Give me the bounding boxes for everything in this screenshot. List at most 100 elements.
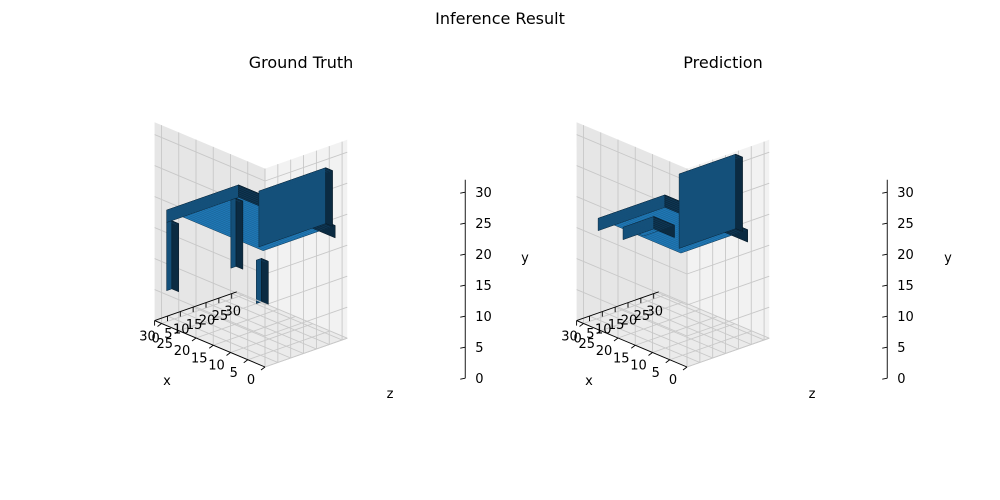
voxel-edge	[702, 165, 710, 169]
voxel-edge	[310, 172, 318, 177]
y-tick-label: 20	[897, 248, 914, 263]
voxel-edge	[287, 181, 295, 185]
x-tick-label: 5	[230, 366, 238, 381]
voxel-edge	[704, 164, 712, 169]
z-tick-label: 20	[199, 314, 216, 329]
voxel-edge	[263, 189, 272, 193]
x-tick-mark	[648, 352, 653, 356]
grid-line	[583, 294, 666, 324]
grid-line	[154, 289, 266, 337]
voxel-leg	[165, 220, 180, 293]
grid-line	[264, 151, 348, 182]
z-tick-label: 30	[646, 305, 663, 320]
y-tick-label: 15	[897, 279, 914, 294]
y-tick-label: 0	[475, 372, 483, 387]
z-tick-label: 25	[212, 309, 229, 324]
y-tick-label: 20	[475, 248, 492, 263]
voxel-edge	[269, 187, 277, 191]
voxel-edge	[299, 176, 307, 180]
voxel-edge	[643, 219, 665, 229]
voxel-edge	[261, 190, 269, 194]
floor-pane	[154, 291, 348, 367]
x-axis-label: x	[585, 374, 593, 389]
z-tick-label: 15	[186, 318, 203, 333]
voxel-edge	[292, 179, 300, 183]
x-tick-mark	[630, 344, 636, 349]
voxel-edge	[712, 162, 720, 166]
y-tick-mark	[882, 315, 888, 318]
axes-lines	[154, 179, 466, 379]
voxel-edge	[709, 163, 717, 167]
voxel-edge	[699, 166, 707, 170]
voxel-edge	[320, 169, 328, 173]
y-tick-label: 5	[475, 341, 483, 356]
x-tick-mark	[260, 366, 266, 371]
grid-line	[154, 134, 266, 182]
z-tick-label: 10	[595, 323, 612, 338]
x-tick-label: 30	[561, 330, 578, 345]
y-tick-label: 30	[475, 186, 492, 201]
voxel-edge	[284, 181, 292, 186]
voxel-edge	[315, 171, 323, 175]
voxel-edge	[648, 218, 670, 228]
y-tick-mark	[882, 253, 888, 256]
z-tick-label: 5	[164, 327, 172, 342]
voxel-edge	[686, 171, 694, 175]
y-tick-mark	[460, 253, 466, 256]
voxel-plot	[165, 167, 336, 306]
voxel-edge	[271, 186, 279, 190]
voxel-edge	[307, 173, 315, 178]
voxel-backrest	[258, 167, 334, 248]
voxel-edge	[635, 222, 657, 232]
z-axis-label: z	[387, 387, 394, 402]
voxel-edge	[169, 221, 177, 225]
grid-line	[600, 301, 684, 332]
voxel-edge	[725, 157, 733, 161]
grid-line	[218, 297, 330, 345]
x-tick-mark	[208, 344, 214, 349]
voxel-edge	[279, 183, 287, 187]
voxel-front-face	[166, 220, 173, 292]
floor-edge	[658, 291, 770, 339]
x-tick-label: 15	[613, 351, 630, 366]
voxel-side-face	[261, 258, 269, 306]
voxel-edge	[258, 259, 266, 263]
grid-line	[686, 244, 770, 275]
voxel-leg	[255, 258, 270, 306]
z-axis-line	[154, 291, 237, 322]
y-tick-mark	[460, 346, 466, 349]
x-axis-line	[154, 320, 266, 368]
grid-line	[192, 306, 304, 354]
voxel-edge	[691, 169, 699, 173]
voxel-edge	[628, 225, 649, 235]
voxel-edge	[281, 182, 289, 187]
z-tick-label: 30	[224, 305, 241, 320]
voxel-edge	[174, 207, 272, 249]
x-tick-mark	[665, 359, 671, 364]
voxel-edge	[305, 174, 313, 178]
voxel-front-face	[256, 258, 262, 304]
grid-line	[617, 308, 701, 339]
grid-line	[635, 316, 718, 346]
voxel-edge	[294, 178, 302, 182]
x-tick-label: 5	[652, 366, 660, 381]
y-axis-label: y	[944, 251, 952, 266]
z-tick-label: 0	[573, 332, 581, 347]
voxel-edge	[171, 208, 269, 250]
voxel-edge	[233, 198, 241, 203]
grid-line	[589, 315, 701, 363]
floor-edge	[236, 291, 348, 339]
x-tick-label: 25	[156, 337, 173, 352]
grid-line	[576, 289, 688, 337]
y-tick-label: 5	[897, 341, 905, 356]
voxel-edge	[684, 172, 692, 176]
voxel-edge	[720, 159, 728, 163]
voxel-edge	[733, 154, 741, 159]
voxel-edge	[651, 217, 673, 227]
y-tick-mark	[882, 222, 888, 225]
z-axis-line	[576, 291, 659, 322]
grid-line	[264, 244, 348, 275]
voxel-edge	[697, 167, 705, 171]
